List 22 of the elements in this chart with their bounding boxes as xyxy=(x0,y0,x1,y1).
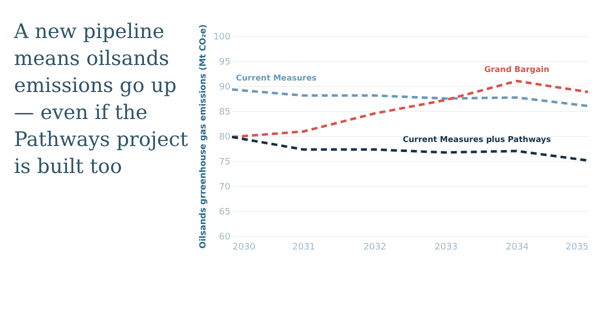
y-tick-label: 90 xyxy=(219,82,231,92)
y-tick-label: 75 xyxy=(219,158,230,168)
x-tick-label: 2033 xyxy=(434,242,458,252)
y-tick-label: 85 xyxy=(219,108,230,118)
x-tick-label: 2030 xyxy=(232,242,256,252)
series-label: Current Measures plus Pathways xyxy=(402,135,552,144)
x-tick-label: 2035 xyxy=(566,242,588,252)
x-tick-label: 2031 xyxy=(292,242,316,252)
y-tick-label: 65 xyxy=(219,208,230,218)
y-tick-label: 80 xyxy=(219,132,231,142)
line-series xyxy=(230,136,590,162)
line-series xyxy=(230,88,590,108)
y-tick-label: 70 xyxy=(219,182,231,192)
y-tick-label: 60 xyxy=(219,232,231,242)
x-tick-label: 2034 xyxy=(506,242,530,252)
series-label: Grand Bargain xyxy=(484,65,550,74)
text: A new pipeline means oilsands emissions go up — even if the Pathways project is built too xyxy=(14,18,190,180)
series-label: Current Measures xyxy=(236,74,317,82)
y-axis-title: Oilsands grreenhouse gas emissions (Mt CO₂e) xyxy=(198,24,208,249)
x-tick-label: 2032 xyxy=(363,242,386,252)
y-tick-label: 95 xyxy=(219,58,230,68)
y-tick-label: 100 xyxy=(213,32,231,42)
